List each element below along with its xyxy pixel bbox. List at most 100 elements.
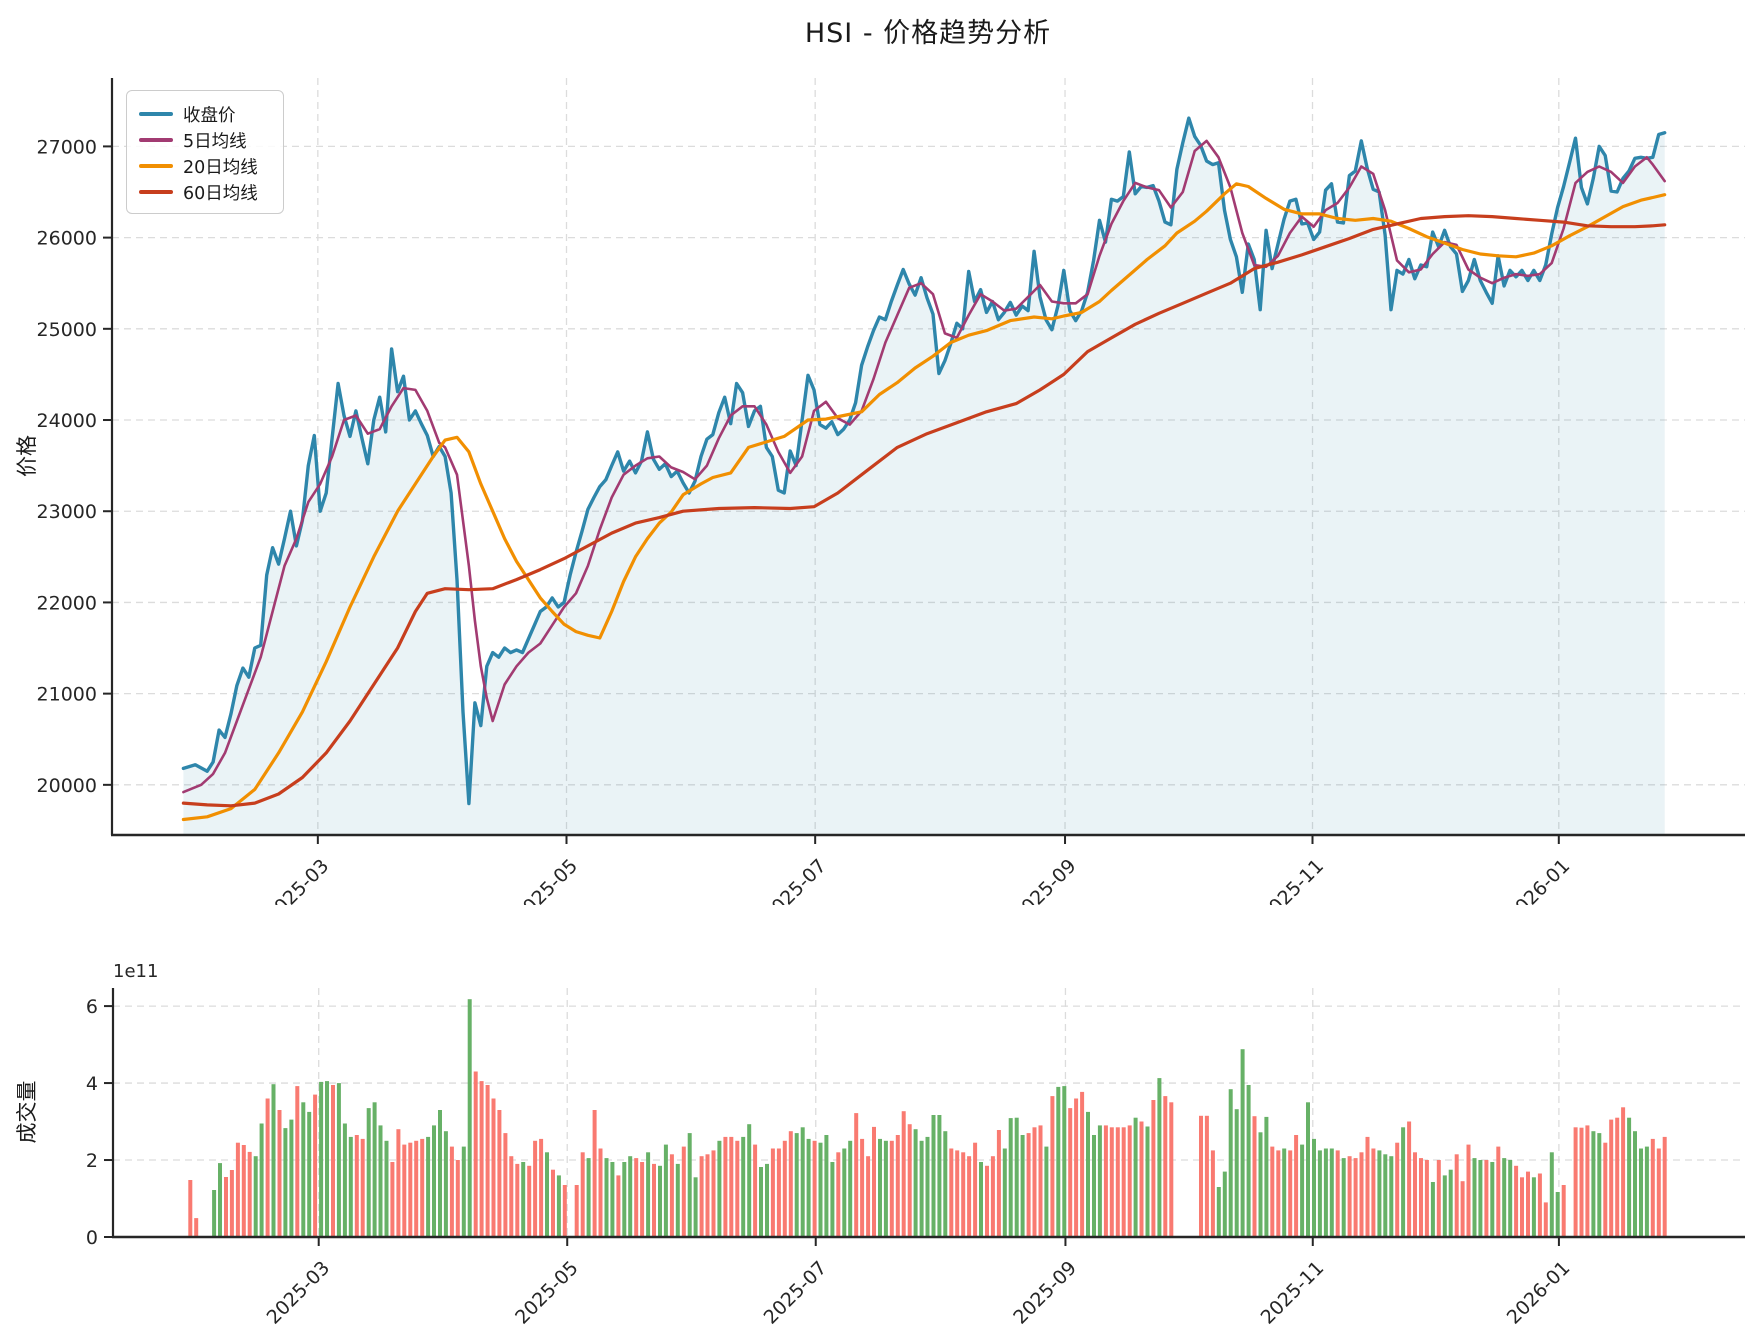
volume-bar-up — [1092, 1135, 1096, 1237]
x-tick-label: 2026-01 — [1503, 855, 1575, 905]
volume-bar-down — [1621, 1107, 1626, 1237]
volume-bar-up — [1490, 1162, 1495, 1237]
volume-bar-down — [990, 1156, 995, 1237]
volume-bar-down — [788, 1131, 793, 1237]
volume-bar-down — [354, 1135, 359, 1237]
volume-bar-down — [836, 1152, 841, 1237]
volume-bar-down — [753, 1144, 758, 1237]
volume-bar-up — [1591, 1131, 1596, 1237]
volume-bar-down — [241, 1145, 246, 1237]
x-tick-label: 2025-03 — [262, 855, 334, 905]
volume-bar-down — [669, 1154, 674, 1237]
volume-bar-up — [556, 1175, 561, 1237]
volume-bar-down — [1650, 1138, 1655, 1237]
volume-bar-down — [1335, 1150, 1340, 1237]
volume-bar-down — [1026, 1133, 1031, 1237]
volume-bar-down — [1526, 1171, 1530, 1237]
volume-bar-up — [931, 1115, 936, 1237]
x-tick-label: 2025-07 — [759, 855, 831, 905]
volume-bar-up — [342, 1123, 347, 1237]
volume-bar-up — [467, 999, 472, 1237]
volume-bar-up — [1056, 1086, 1061, 1237]
volume-bar-up — [604, 1158, 609, 1237]
volume-bar-down — [277, 1110, 282, 1237]
volume-bar-up — [943, 1131, 948, 1237]
volume-bar-down — [1656, 1148, 1661, 1237]
volume-bar-up — [212, 1190, 217, 1237]
y-tick-label: 27000 — [37, 136, 97, 158]
volume-bar-down — [973, 1142, 978, 1237]
close-area-fill — [183, 118, 1665, 836]
x-tick-label: 2025-05 — [510, 855, 582, 905]
volume-bar-down — [895, 1135, 900, 1237]
volume-bar-down — [1169, 1102, 1174, 1237]
volume-bar-up — [1133, 1117, 1138, 1237]
volume-bar-down — [1537, 1173, 1542, 1237]
volume-bar-down — [634, 1158, 639, 1237]
volume-bar-up — [283, 1128, 288, 1237]
volume-bar-up — [878, 1138, 882, 1237]
volume-bar-up — [289, 1119, 294, 1237]
volume-bar-up — [443, 1131, 448, 1237]
volume-bar-down — [408, 1142, 413, 1237]
volume-bar-up — [628, 1156, 633, 1237]
volume-bar-down — [1074, 1098, 1079, 1237]
volume-bar-down — [414, 1140, 419, 1237]
volume-bar-down — [574, 1185, 579, 1237]
volume-bar-down — [1127, 1125, 1132, 1237]
volume-bar-up — [1549, 1152, 1554, 1237]
volume-bar-up — [1597, 1133, 1602, 1237]
volume-bar-up — [883, 1140, 888, 1237]
volume-bar-down — [1419, 1158, 1423, 1237]
volume-bar-up — [1401, 1127, 1406, 1237]
volume-bar-down — [1121, 1127, 1126, 1237]
volume-bar-down — [1115, 1127, 1120, 1237]
volume-bar-up — [848, 1140, 853, 1237]
volume-bar-down — [699, 1156, 704, 1237]
volume-bar-down — [1199, 1115, 1203, 1237]
volume-bar-up — [1448, 1169, 1453, 1237]
volume-bar-down — [1204, 1115, 1209, 1237]
volume-bar-down — [313, 1094, 318, 1237]
volume-bar-down — [705, 1154, 710, 1237]
volume-bar-down — [1139, 1121, 1144, 1237]
volume-bar-down — [533, 1140, 538, 1237]
volume-bar-down — [1359, 1152, 1364, 1237]
volume-bar-down — [1407, 1121, 1412, 1237]
volume-bar-down — [967, 1156, 972, 1237]
volume-bar-up — [1633, 1131, 1637, 1237]
series-line-60日均线 — [181, 214, 1667, 808]
volume-bar-up — [1300, 1144, 1305, 1237]
volume-bar-up — [336, 1083, 341, 1237]
volume-bar-up — [1306, 1102, 1310, 1237]
volume-bar-up — [806, 1138, 811, 1237]
volume-bar-down — [1454, 1154, 1459, 1237]
volume-bar-up — [1639, 1148, 1643, 1237]
volume-chart: 1e11 成交量 0 2 4 6 2025-03 2025-05 2025-07 2025-0… — [15, 961, 1745, 1329]
volume-bar-up — [1062, 1086, 1067, 1237]
y-tick-label: 6 — [86, 996, 98, 1018]
ma5-line-swatch — [139, 138, 173, 142]
volume-bar-down — [1276, 1150, 1281, 1237]
volume-bar-up — [1502, 1158, 1507, 1237]
volume-bar-down — [1484, 1160, 1489, 1237]
legend-label-close: 收盘价 — [183, 105, 236, 126]
volume-bar-down — [1068, 1108, 1073, 1237]
volume-bar-down — [527, 1165, 532, 1237]
series-line-5日均线 — [182, 139, 1666, 794]
volume-bar-down — [1460, 1181, 1465, 1237]
volume-bar-up — [1086, 1111, 1090, 1237]
volume-bar-down — [1032, 1127, 1037, 1237]
volume-bar-down — [396, 1129, 401, 1237]
close-line-swatch — [139, 112, 173, 116]
legend-item-ma20: 20日均线 — [139, 153, 271, 179]
volume-bar-up — [586, 1158, 591, 1237]
volume-bar-down — [907, 1124, 912, 1237]
volume-bar-up — [1312, 1138, 1316, 1237]
volume-bar-down — [889, 1140, 894, 1237]
volume-bar-up — [325, 1081, 329, 1237]
volume-bar-up — [1317, 1150, 1322, 1237]
volume-bar-up — [830, 1162, 835, 1237]
volume-bar-down — [1543, 1202, 1548, 1237]
